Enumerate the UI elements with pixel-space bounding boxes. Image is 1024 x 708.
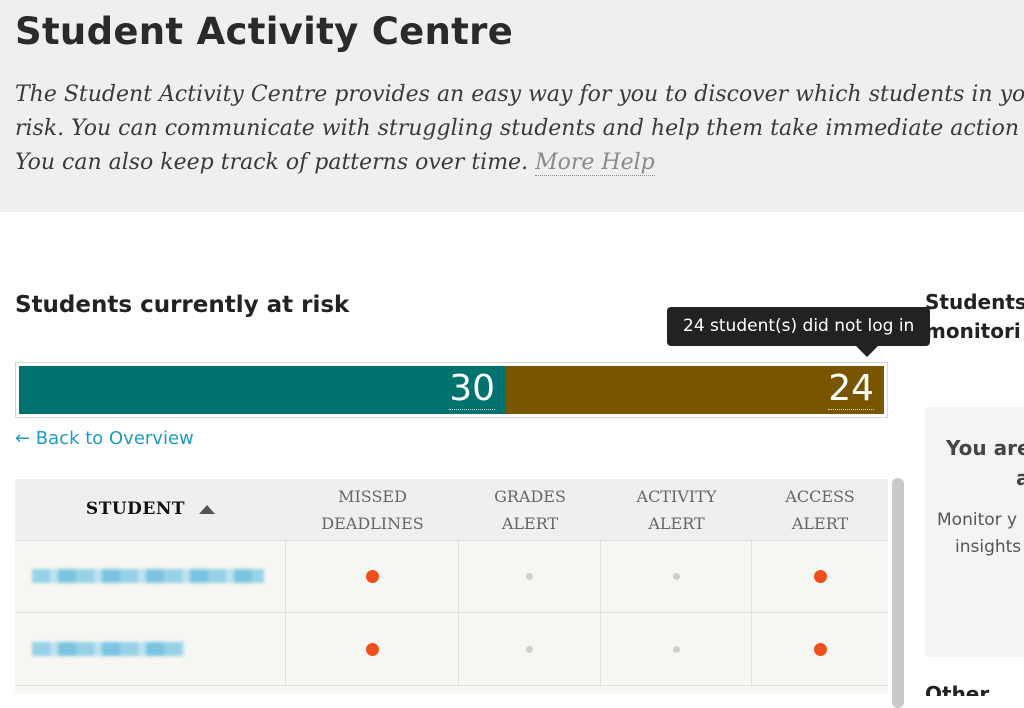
sidebar-card-title: You are a xyxy=(946,433,1024,493)
column-header-label: ALERT xyxy=(791,513,849,533)
sort-ascending-icon xyxy=(199,505,216,514)
table-header: STUDENT MISSED DEADLINES GRADES ALERT ACTI… xyxy=(15,479,888,541)
sidebar-card-text: Monitor y insights xyxy=(937,507,1024,561)
no-alert-dot-icon xyxy=(672,572,680,580)
column-header-access-alert[interactable]: ACCESS ALERT xyxy=(752,479,888,540)
column-header-label: ACTIVITY xyxy=(636,486,717,506)
table-row[interactable] xyxy=(15,613,888,686)
sidebar-card-title-line: a xyxy=(1016,466,1024,490)
table-row[interactable] xyxy=(15,540,888,613)
access-alert-cell xyxy=(752,613,888,685)
activity-alert-cell xyxy=(601,540,752,612)
access-alert-cell xyxy=(752,540,888,612)
sidebar-card: You are a Monitor y insights xyxy=(925,407,1024,657)
at-risk-students-table: STUDENT MISSED DEADLINES GRADES ALERT ACTI… xyxy=(15,479,888,694)
risk-segment-count[interactable]: 24 xyxy=(828,368,874,410)
back-to-overview-link[interactable]: ← Back to Overview xyxy=(15,428,194,449)
alert-dot-icon xyxy=(813,569,827,583)
column-header-missed-deadlines[interactable]: MISSED DEADLINES xyxy=(286,479,459,540)
more-help-link[interactable]: More Help xyxy=(535,150,655,176)
tooltip-arrow xyxy=(856,346,878,357)
column-header-label: ALERT xyxy=(648,513,705,533)
column-header-activity-alert[interactable]: ACTIVITY ALERT xyxy=(601,479,752,540)
alert-dot-icon xyxy=(813,642,827,656)
column-header-student[interactable]: STUDENT xyxy=(15,479,286,540)
sidebar-card-title-line: You are xyxy=(946,436,1024,460)
sidebar-next-section-title: Other xyxy=(925,684,990,696)
page-header: Student Activity Centre The Student Acti… xyxy=(0,0,1024,212)
sidebar-title-line: monitori xyxy=(925,319,1021,343)
student-name-blurred[interactable] xyxy=(32,569,264,583)
description-line-1: The Student Activity Centre provides an … xyxy=(15,82,1024,107)
risk-segment-count[interactable]: 30 xyxy=(449,368,495,410)
description-line-3-text: You can also keep track of patterns over… xyxy=(15,150,529,175)
no-alert-dot-icon xyxy=(526,572,533,580)
grades-alert-cell xyxy=(459,613,601,685)
no-alert-dot-icon xyxy=(672,645,680,653)
column-header-label: MISSED xyxy=(338,486,407,506)
column-header-label: ALERT xyxy=(501,513,559,533)
missed-deadlines-cell xyxy=(286,613,459,685)
grades-alert-cell xyxy=(459,540,601,612)
table-scrollbar[interactable] xyxy=(892,478,904,708)
risk-segment-missed-deadlines[interactable]: 30 xyxy=(19,366,505,414)
column-header-label: ACCESS xyxy=(785,486,855,506)
no-alert-dot-icon xyxy=(526,645,533,653)
sidebar-title: Students monitori xyxy=(925,288,1024,346)
column-header-label: STUDENT xyxy=(85,499,186,519)
student-name-cell[interactable] xyxy=(15,540,286,612)
missed-deadlines-cell xyxy=(286,540,459,612)
column-header-label: DEADLINES xyxy=(321,513,424,533)
student-name-cell[interactable] xyxy=(15,613,286,685)
column-header-grades-alert[interactable]: GRADES ALERT xyxy=(459,479,601,540)
risk-bar: 30 24 xyxy=(15,362,888,418)
page-description: The Student Activity Centre provides an … xyxy=(15,78,1024,180)
alert-dot-icon xyxy=(365,569,379,583)
description-line-2: risk. You can communicate with strugglin… xyxy=(15,116,1020,141)
column-header-label: GRADES xyxy=(494,486,566,506)
risk-section-title: Students currently at risk xyxy=(15,292,350,318)
student-name-blurred[interactable] xyxy=(32,642,184,656)
alert-dot-icon xyxy=(365,642,379,656)
sidebar-card-text-line: Monitor y xyxy=(937,510,1018,530)
description-line-3: You can also keep track of patterns over… xyxy=(15,146,1024,180)
activity-alert-cell xyxy=(601,613,752,685)
risk-tooltip: 24 student(s) did not log in xyxy=(667,307,931,346)
page-title: Student Activity Centre xyxy=(15,10,514,53)
sidebar-card-text-line: insights xyxy=(955,537,1022,557)
risk-segment-access[interactable]: 24 xyxy=(505,366,884,414)
sidebar-title-line: Students xyxy=(925,290,1024,314)
